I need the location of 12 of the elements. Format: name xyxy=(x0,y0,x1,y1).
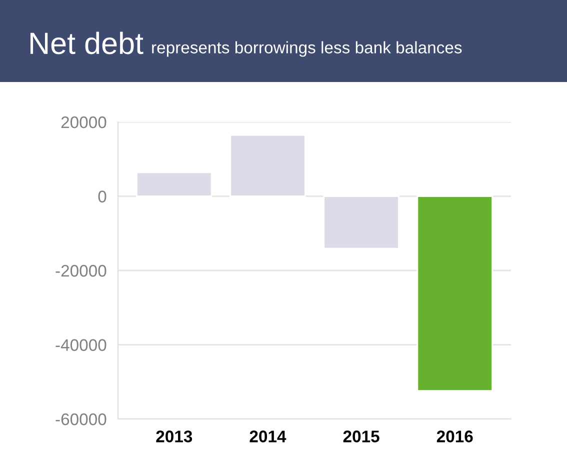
y-tick-label: 0 xyxy=(98,190,106,202)
y-tick-label: -60000 xyxy=(56,413,106,426)
x-tick-label: 2015 xyxy=(343,430,380,442)
chart-title: Net debt xyxy=(30,32,144,54)
y-tick-label: -20000 xyxy=(56,264,106,277)
x-tick-label: 2014 xyxy=(250,430,286,442)
x-tick-label: 2013 xyxy=(156,430,192,442)
y-tick-label: -40000 xyxy=(56,339,106,351)
chart-subtitle: represents borrowings less bank balances xyxy=(152,41,462,57)
bar xyxy=(416,196,493,392)
y-tick-label: 20000 xyxy=(61,116,106,128)
x-tick-label: 2016 xyxy=(436,430,473,442)
